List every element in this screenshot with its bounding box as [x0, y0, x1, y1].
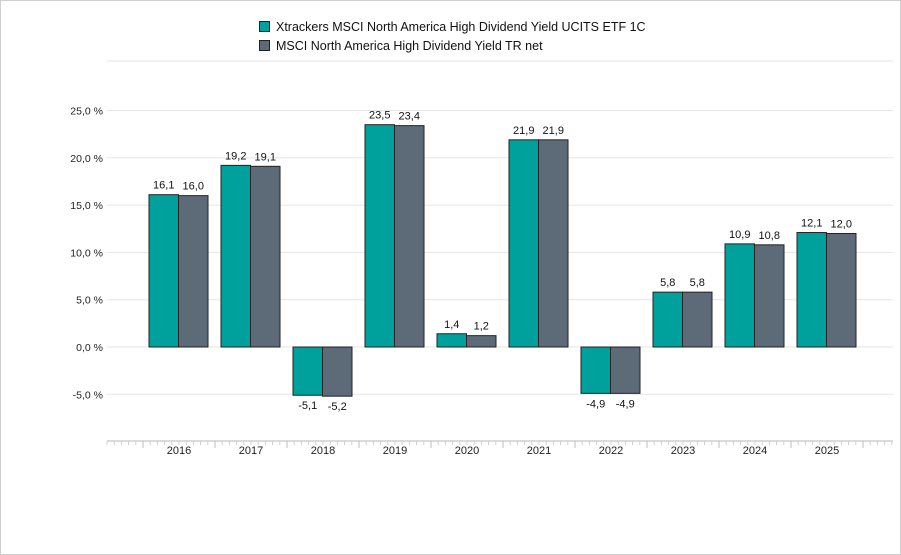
- x-tick-label: 2018: [311, 445, 335, 457]
- data-label: 23,5: [369, 110, 390, 122]
- bar-index: [754, 244, 785, 348]
- data-label: 19,1: [255, 151, 276, 163]
- bar-etf: [580, 346, 611, 394]
- legend-label-index: MSCI North America High Dividend Yield T…: [276, 38, 543, 53]
- y-tick-label: 10,0 %: [70, 247, 103, 259]
- data-label: 1,4: [444, 319, 459, 331]
- bar-index: [394, 125, 425, 348]
- y-tick-label: 5,0 %: [76, 295, 103, 307]
- data-label: 16,1: [153, 180, 174, 192]
- bar-index: [538, 139, 569, 348]
- data-label: 19,2: [225, 150, 246, 162]
- bar-index: [250, 165, 281, 348]
- data-label: 5,8: [660, 277, 675, 289]
- data-label: 21,9: [543, 125, 564, 137]
- chart-legend: Xtrackers MSCI North America High Divide…: [259, 17, 646, 55]
- data-label: -5,2: [328, 401, 347, 413]
- legend-swatch-etf: [259, 21, 270, 32]
- data-label: 23,4: [399, 111, 420, 123]
- x-tick-label: 2020: [455, 445, 479, 457]
- x-tick-label: 2021: [527, 445, 551, 457]
- bar-etf: [364, 124, 395, 348]
- bar-index: [322, 346, 353, 397]
- bar-etf: [724, 243, 755, 348]
- data-label: 16,0: [183, 181, 204, 193]
- bar-index: [826, 232, 857, 348]
- x-tick-label: 2023: [671, 445, 695, 457]
- y-tick-label: 0,0 %: [76, 342, 103, 354]
- x-tick-label: 2019: [383, 445, 407, 457]
- y-tick-label: -5,0 %: [73, 389, 103, 401]
- y-tick-label: 15,0 %: [70, 200, 103, 212]
- y-tick-label: 20,0 %: [70, 153, 103, 165]
- bar-etf: [796, 232, 827, 348]
- data-label: 5,8: [690, 277, 705, 289]
- bar-etf: [652, 291, 683, 348]
- legend-item-index: MSCI North America High Dividend Yield T…: [259, 36, 646, 55]
- bar-etf: [436, 333, 467, 348]
- legend-swatch-index: [259, 40, 270, 51]
- data-label: -4,9: [616, 398, 635, 410]
- bar-etf: [508, 139, 539, 348]
- bar-etf: [220, 164, 251, 348]
- x-tick-label: 2024: [743, 445, 767, 457]
- x-tick-label: 2016: [167, 445, 191, 457]
- x-tick-label: 2022: [599, 445, 623, 457]
- data-label: -4,9: [586, 398, 605, 410]
- legend-label-etf: Xtrackers MSCI North America High Divide…: [276, 19, 646, 34]
- data-label: 10,8: [759, 230, 780, 242]
- x-tick-label: 2017: [239, 445, 263, 457]
- bar-etf: [148, 194, 179, 348]
- data-label: 10,9: [729, 229, 750, 241]
- bar-index: [610, 346, 641, 394]
- bar-index: [466, 335, 497, 348]
- legend-item-etf: Xtrackers MSCI North America High Divide…: [259, 17, 646, 36]
- y-tick-label: 25,0 %: [70, 106, 103, 118]
- data-label: 12,0: [831, 218, 852, 230]
- x-tick-label: 2025: [815, 445, 839, 457]
- data-label: 21,9: [513, 125, 534, 137]
- bar-index: [682, 291, 713, 348]
- data-label: -5,1: [298, 400, 317, 412]
- bar-index: [178, 195, 209, 348]
- data-label: 1,2: [474, 321, 489, 333]
- data-label: 12,1: [801, 218, 822, 230]
- bar-etf: [292, 346, 323, 396]
